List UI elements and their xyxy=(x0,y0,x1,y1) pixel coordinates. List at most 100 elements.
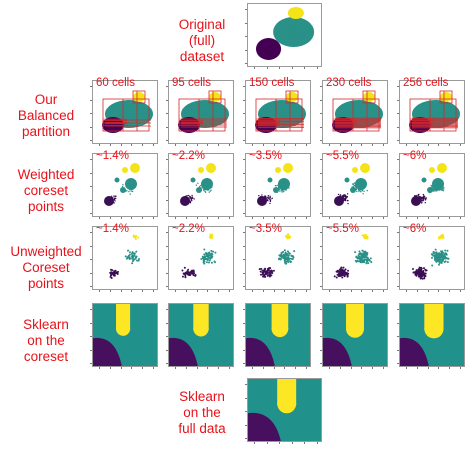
panel-weighted-4: ~6% xyxy=(397,150,465,219)
row-label-line: Sklearn xyxy=(23,317,69,332)
coreset-size-label: ~1.4% xyxy=(96,223,129,235)
row-label-line: Original xyxy=(178,17,226,32)
row-label-line: on the xyxy=(183,405,221,420)
coreset-size-label: ~2.2% xyxy=(172,223,205,235)
x-axis-ticks xyxy=(246,217,310,223)
y-axis-ticks xyxy=(85,227,92,289)
y-axis-ticks xyxy=(238,81,245,143)
coreset-size-label: ~6% xyxy=(403,223,427,235)
panel-unweighted-1: ~2.2% xyxy=(166,223,234,292)
coreset-size-label: ~5.5% xyxy=(326,150,359,162)
x-axis-ticks xyxy=(246,290,310,296)
coreset-size-label: ~6% xyxy=(403,150,427,162)
x-axis-ticks xyxy=(93,367,157,373)
panel-partition-1: 95 cells xyxy=(166,77,234,146)
coreset-size-label: ~2.2% xyxy=(172,150,205,162)
coreset-size-label: ~1.4% xyxy=(96,150,129,162)
row-label-line: Coreset xyxy=(22,260,70,275)
x-axis-ticks xyxy=(169,144,233,150)
panel-unweighted-4: ~6% xyxy=(397,223,465,292)
y-axis-ticks xyxy=(161,81,168,143)
y-axis-ticks xyxy=(238,154,245,216)
y-axis-ticks xyxy=(161,154,168,216)
partition-cell-count: 95 cells xyxy=(172,77,211,89)
x-axis-ticks xyxy=(93,290,157,296)
panel-sklearn-coreset-1 xyxy=(166,303,234,369)
partition-cell-count: 256 cells xyxy=(403,77,449,89)
row-label-line: points xyxy=(27,276,65,291)
y-axis-ticks xyxy=(315,227,322,289)
panel-partition-2: 150 cells xyxy=(243,77,311,146)
panel-partition-0: 60 cells xyxy=(90,77,158,146)
panel-sklearn-coreset-4 xyxy=(397,303,465,369)
panel-weighted-0: ~1.4% xyxy=(90,150,158,219)
panel-sklearn-full-data xyxy=(245,378,322,444)
row-label-sklearn_full: Sklearn on the full data xyxy=(156,389,248,437)
row-label-line: dataset xyxy=(179,49,225,64)
x-axis-ticks xyxy=(248,442,321,448)
coreset-size-label: ~3.5% xyxy=(249,150,282,162)
row-label-line: (full) xyxy=(188,33,216,48)
panel-weighted-3: ~5.5% xyxy=(320,150,388,219)
y-axis-ticks xyxy=(392,154,399,216)
partition-cell-count: 60 cells xyxy=(96,77,135,89)
y-axis-ticks xyxy=(85,304,92,366)
y-axis-ticks xyxy=(392,81,399,143)
row-label-line: Sklearn xyxy=(179,389,225,404)
panel-weighted-1: ~2.2% xyxy=(166,150,234,219)
coreset-size-label: ~3.5% xyxy=(249,223,282,235)
panel-unweighted-3: ~5.5% xyxy=(320,223,388,292)
panel-original-dataset xyxy=(245,3,322,69)
x-axis-ticks xyxy=(248,67,321,73)
x-axis-ticks xyxy=(323,290,387,296)
x-axis-ticks xyxy=(323,367,387,373)
row-label-line: full data xyxy=(178,421,226,436)
partition-cell-count: 230 cells xyxy=(326,77,372,89)
y-axis-ticks xyxy=(315,304,322,366)
y-axis-ticks xyxy=(240,4,247,66)
x-axis-ticks xyxy=(400,144,464,150)
row-label-line: Weighted xyxy=(17,167,75,182)
row-label-line: points xyxy=(27,199,65,214)
x-axis-ticks xyxy=(93,217,157,223)
panel-sklearn-coreset-0 xyxy=(90,303,158,369)
y-axis-ticks xyxy=(85,154,92,216)
y-axis-ticks xyxy=(238,227,245,289)
x-axis-ticks xyxy=(169,367,233,373)
row-label-line: Our xyxy=(34,92,58,107)
partition-cell-count: 150 cells xyxy=(249,77,295,89)
panel-partition-4: 256 cells xyxy=(397,77,465,146)
y-axis-ticks xyxy=(392,227,399,289)
y-axis-ticks xyxy=(161,227,168,289)
panel-unweighted-0: ~1.4% xyxy=(90,223,158,292)
panel-sklearn-coreset-3 xyxy=(320,303,388,369)
x-axis-ticks xyxy=(323,144,387,150)
x-axis-ticks xyxy=(400,367,464,373)
y-axis-ticks xyxy=(315,81,322,143)
x-axis-ticks xyxy=(400,217,464,223)
y-axis-ticks xyxy=(85,81,92,143)
y-axis-ticks xyxy=(392,304,399,366)
row-label-line: coreset xyxy=(23,349,69,364)
x-axis-ticks xyxy=(169,290,233,296)
y-axis-ticks xyxy=(238,304,245,366)
x-axis-ticks xyxy=(246,367,310,373)
x-axis-ticks xyxy=(93,144,157,150)
row-label-line: coreset xyxy=(23,183,69,198)
panel-weighted-2: ~3.5% xyxy=(243,150,311,219)
row-label-original: Original (full) dataset xyxy=(156,17,248,65)
y-axis-ticks xyxy=(315,154,322,216)
panel-unweighted-2: ~3.5% xyxy=(243,223,311,292)
row-label-weighted: Weighted coreset points xyxy=(0,167,92,215)
x-axis-ticks xyxy=(400,290,464,296)
row-label-line: on the xyxy=(27,333,65,348)
row-label-unweighted: Unweighted Coreset points xyxy=(0,244,92,292)
row-label-line: Unweighted xyxy=(10,244,82,259)
y-axis-ticks xyxy=(240,379,247,441)
x-axis-ticks xyxy=(323,217,387,223)
x-axis-ticks xyxy=(246,144,310,150)
coreset-size-label: ~5.5% xyxy=(326,223,359,235)
y-axis-ticks xyxy=(161,304,168,366)
row-label-line: Balanced xyxy=(17,108,75,123)
x-axis-ticks xyxy=(169,217,233,223)
